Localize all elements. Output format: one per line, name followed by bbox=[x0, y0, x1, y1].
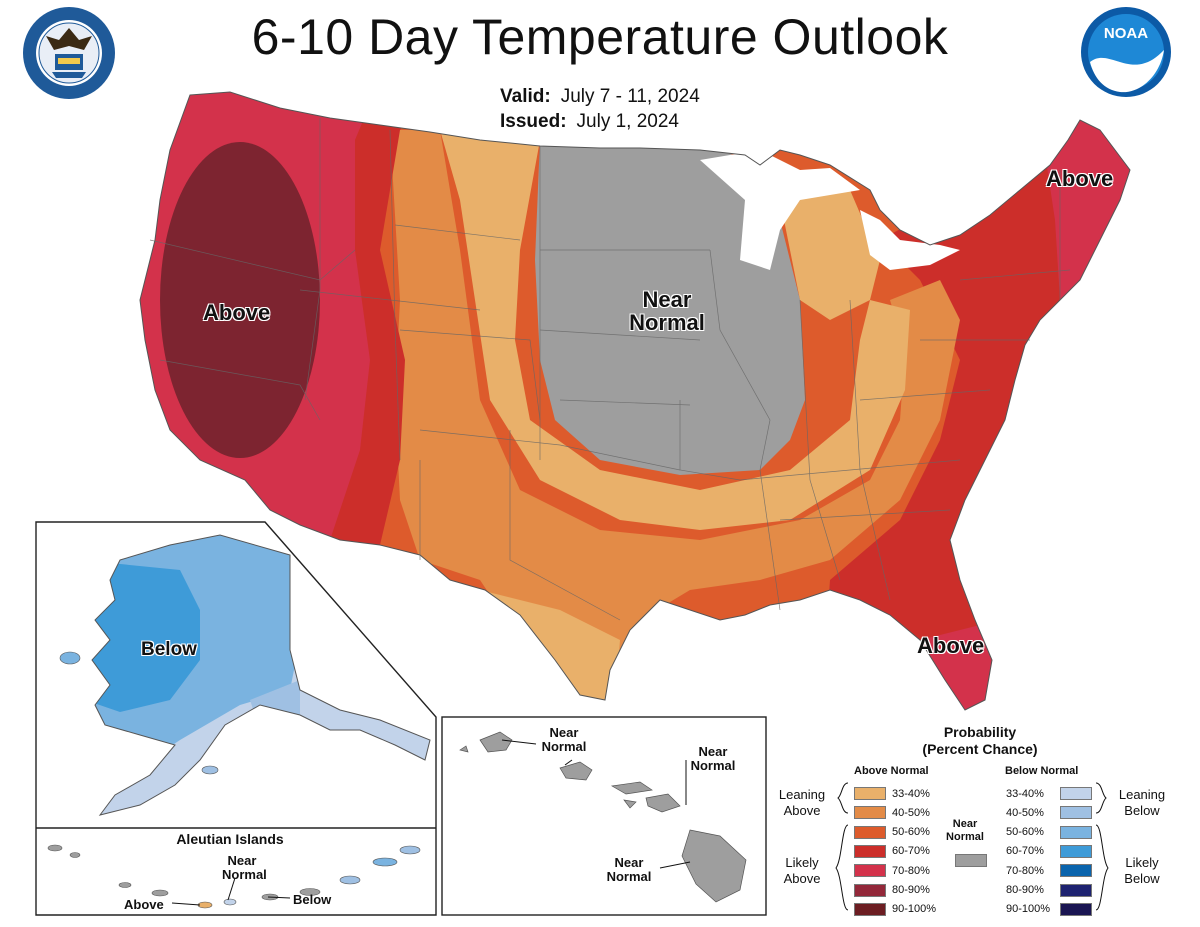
legend-braces bbox=[835, 782, 1109, 911]
legend-above-swatch bbox=[854, 787, 886, 800]
legend-near-normal-swatch bbox=[955, 854, 987, 867]
legend-likely-below: Likely Below bbox=[1124, 855, 1160, 886]
legend-above-row: 33-40% bbox=[854, 787, 930, 800]
legend-above-range: 33-40% bbox=[892, 787, 930, 800]
legend-below-swatch bbox=[1060, 787, 1092, 800]
noaa-logo-icon: NOAA bbox=[1081, 7, 1171, 97]
legend-above-swatch bbox=[854, 806, 886, 820]
legend-below-range: 80-90% bbox=[1006, 884, 1044, 896]
legend-above-row: 80-90% bbox=[854, 883, 930, 897]
label-west-above: Above bbox=[203, 300, 271, 325]
legend-below-swatch bbox=[1060, 902, 1092, 916]
legend-above-swatch bbox=[854, 902, 886, 916]
legend-below-range: 33-40% bbox=[1006, 787, 1044, 800]
legend-above-range: 60-70% bbox=[892, 845, 930, 858]
label-alaska-below: Below bbox=[141, 639, 197, 660]
great-lakes bbox=[700, 150, 860, 270]
legend-below-range: 40-50% bbox=[1006, 806, 1044, 819]
legend-leaning-above: Leaning Above bbox=[778, 787, 826, 818]
legend-below-row: 33-40% bbox=[1006, 787, 1092, 800]
legend-above-range: 40-50% bbox=[892, 806, 930, 819]
legend-below-range: 90-100% bbox=[1006, 903, 1051, 916]
legend-above-row: 40-50% bbox=[854, 806, 930, 820]
aleutian-title: Aleutian Islands bbox=[176, 831, 284, 847]
aleutian-below: Below bbox=[293, 892, 332, 907]
legend-above-swatch bbox=[854, 825, 886, 839]
hawaii-label-maui: Near Normal bbox=[690, 744, 736, 773]
alaska-outline bbox=[91, 534, 431, 816]
legend-above-swatch bbox=[854, 883, 886, 897]
aleutian-chain bbox=[47, 844, 421, 909]
legend-below-row: 80-90% bbox=[1006, 883, 1092, 897]
legend-below-range: 70-80% bbox=[1006, 864, 1044, 877]
valid-label: Valid: bbox=[500, 86, 551, 107]
hawaii-label-kauai: Near Normal bbox=[541, 725, 587, 754]
legend-below-row: 90-100% bbox=[1006, 902, 1092, 916]
conus-outline bbox=[139, 91, 1131, 711]
legend-below-row: 60-70% bbox=[1006, 844, 1092, 858]
legend-below-swatch bbox=[1060, 825, 1092, 839]
hawaii-label-big-island: Near Normal bbox=[606, 855, 652, 884]
date-block: Valid: July 7 - 11, 2024 Issued: July 1, 2… bbox=[500, 84, 700, 134]
aleutian-near-normal: Near Normal bbox=[222, 853, 267, 882]
label-florida-above: Above bbox=[917, 633, 985, 658]
map-title: 6-10 Day Temperature Outlook bbox=[251, 9, 949, 65]
legend-above-range: 90-100% bbox=[892, 903, 937, 916]
legend-near-normal-label: Near Normal bbox=[946, 818, 984, 843]
legend-title: Probability (Percent Chance) bbox=[922, 724, 1038, 757]
legend-leaning-below: Leaning Below bbox=[1118, 787, 1166, 818]
legend-above-row: 70-80% bbox=[854, 864, 930, 878]
legend-below-row: 70-80% bbox=[1006, 864, 1092, 878]
issued-value: July 1, 2024 bbox=[576, 111, 679, 132]
legend-above-row: 60-70% bbox=[854, 844, 930, 858]
hawaii-islands bbox=[459, 731, 747, 903]
legend-above-row: 90-100% bbox=[854, 902, 937, 916]
legend-above-swatch bbox=[854, 844, 886, 858]
legend-below-header: Below Normal bbox=[1005, 765, 1079, 777]
legend-above-range: 50-60% bbox=[892, 826, 930, 839]
legend-above-header: Above Normal bbox=[854, 765, 929, 777]
state-borders bbox=[149, 118, 1071, 621]
legend-below-swatch bbox=[1060, 883, 1092, 897]
valid-value: July 7 - 11, 2024 bbox=[560, 86, 700, 107]
aleutian-above: Above bbox=[124, 897, 164, 912]
legend-below-swatch bbox=[1060, 806, 1092, 820]
legend-above-row: 50-60% bbox=[854, 825, 930, 839]
label-central-near-normal: Near Normal bbox=[629, 287, 705, 336]
legend-below-range: 60-70% bbox=[1006, 845, 1044, 858]
legend-below-swatch bbox=[1060, 864, 1092, 878]
legend-below-range: 50-60% bbox=[1006, 826, 1044, 839]
legend-above-range: 70-80% bbox=[892, 864, 930, 877]
legend-above-range: 80-90% bbox=[892, 884, 930, 896]
issued-label: Issued: bbox=[500, 111, 567, 132]
legend-below-row: 50-60% bbox=[1006, 825, 1092, 839]
svg-text:NOAA: NOAA bbox=[1104, 25, 1148, 42]
label-northeast-above: Above bbox=[1046, 166, 1114, 191]
legend-likely-above: Likely Above bbox=[783, 855, 821, 886]
legend-below-row: 40-50% bbox=[1006, 806, 1092, 820]
legend-below-swatch bbox=[1060, 844, 1092, 858]
department-of-commerce-seal-icon bbox=[23, 7, 115, 99]
legend-above-swatch bbox=[854, 864, 886, 878]
